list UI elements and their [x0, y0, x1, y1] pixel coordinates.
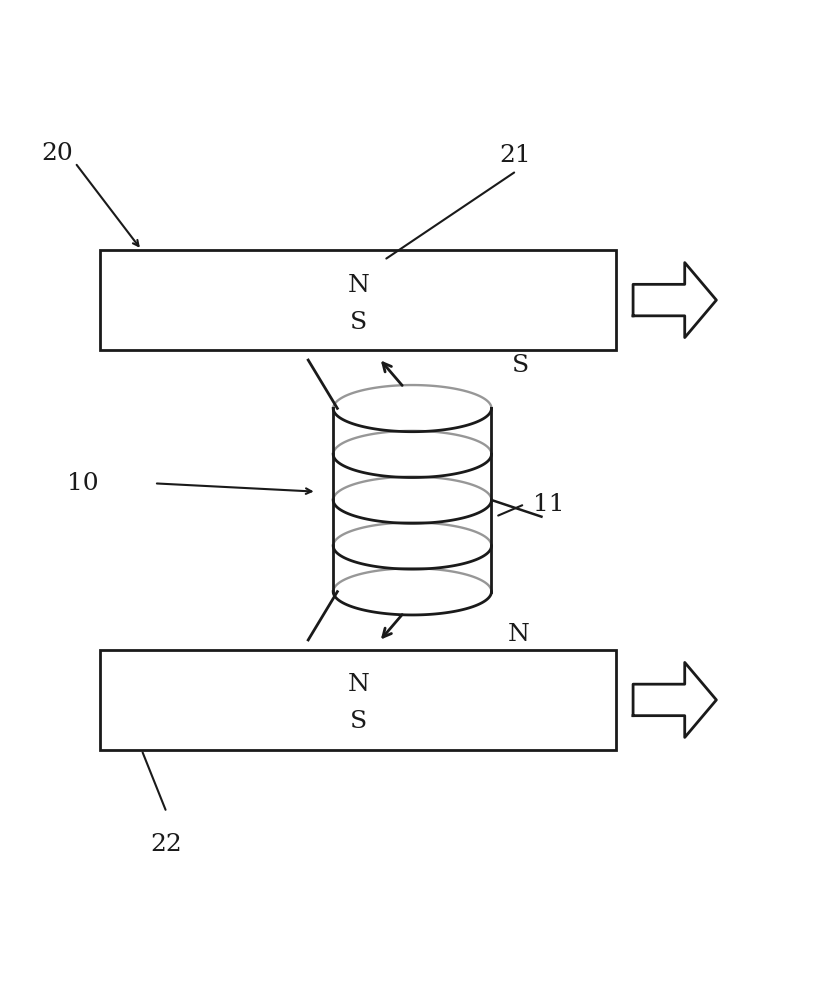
- Text: S: S: [350, 311, 367, 334]
- Text: N: N: [347, 274, 369, 297]
- Bar: [100, 250, 616, 350]
- Text: S: S: [512, 354, 530, 377]
- Text: N: N: [347, 673, 369, 696]
- Text: N: N: [508, 623, 530, 646]
- Bar: [100, 650, 616, 750]
- Text: 20: 20: [42, 142, 73, 165]
- Text: 11: 11: [533, 493, 565, 516]
- Text: S: S: [350, 710, 367, 733]
- Text: 10: 10: [67, 472, 98, 495]
- Text: 22: 22: [150, 833, 182, 856]
- Text: 21: 21: [500, 144, 531, 167]
